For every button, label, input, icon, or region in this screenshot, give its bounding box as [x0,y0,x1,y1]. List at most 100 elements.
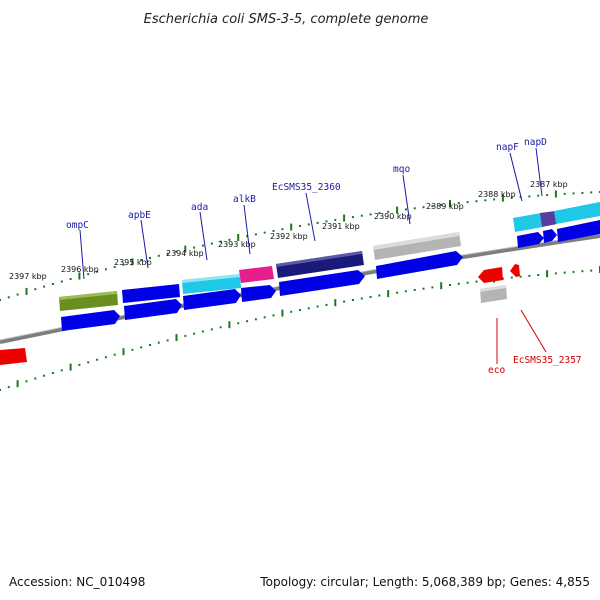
scale-tick [493,198,496,201]
scale-tick [501,277,504,280]
tick-label: 2388 kbp [478,190,516,199]
scale-tick [175,334,178,342]
scale-tick [325,303,328,306]
scale-tick [87,361,90,364]
tick-label: 2392 kbp [270,232,308,241]
scale-tick [237,234,240,241]
scale-tick [201,330,204,333]
ompC-gene[interactable] [61,310,120,331]
napD-feature[interactable] [540,211,557,227]
scale-tick [96,270,99,273]
left-reverse-gene[interactable] [0,348,27,365]
scale-tick [528,195,531,198]
scale-tick [369,213,372,216]
scale-tick [449,284,451,286]
scale-tick [281,228,284,231]
scale-tick [572,270,575,273]
scale-tick [272,229,275,232]
scale-tick [396,206,399,214]
tick-label: 2393 kbp [218,240,256,249]
map-title: Escherichia coli SMS-3-5, complete genom… [144,12,429,27]
napF-feature[interactable] [513,213,543,232]
gene-label-EcSMS35_2357[interactable]: EcSMS35_2357 [513,355,582,366]
scale-tick [387,210,390,213]
scale-tick [457,282,460,285]
gene-label-mqo[interactable]: mqo [393,164,410,175]
scale-tick [334,299,337,307]
scale-tick [299,309,301,311]
scale-tick [581,270,584,273]
scale-tick [219,326,222,329]
scale-tick [149,257,151,259]
scale-tick [307,223,310,226]
scale-tick [16,380,19,388]
gene-labels: ompC apbE ada alkB EcSMS35_2360 mqo napF… [66,137,582,376]
scale-tick [449,200,451,207]
scale-tick [0,299,1,301]
alkB-feature[interactable] [239,266,274,283]
scale-tick [60,369,63,372]
ada-gene[interactable] [183,289,241,310]
scale-tick [572,192,575,195]
scale-tick [343,214,346,222]
gene-label-apbE[interactable]: apbE [128,210,151,221]
forward-gene-arrows [61,220,600,331]
scale-tick [131,258,134,266]
EcSMS35_2360-feature[interactable] [276,251,364,278]
scale-tick [413,207,416,210]
scale-tick [237,322,240,325]
gene-label-napD[interactable]: napD [524,137,547,148]
scale-tick [43,285,46,288]
apbE-gene[interactable] [124,299,182,320]
scale-tick [184,334,187,337]
scale-tick [360,214,363,217]
scale-tick [78,272,81,280]
scale-tick [175,250,178,253]
EcSMS35_2360-gene[interactable] [279,270,365,296]
scale-tick [113,266,116,268]
scale-tick [387,290,390,298]
napD-gene[interactable] [543,229,557,243]
mqo-gene[interactable] [376,251,463,279]
scale-tick [51,372,54,374]
scale-tick [122,348,125,356]
scale-tick [254,318,257,321]
scale-tick [290,310,293,313]
feature-annotation-row [59,202,600,311]
scale-tick [351,299,354,301]
scale-tick [343,300,346,303]
gene-label-napF[interactable]: napF [496,142,519,153]
scale-tick [440,204,443,206]
tick-label: 2391 kbp [322,222,360,231]
scale-tick [546,194,549,197]
scale-tick [43,374,46,377]
gene-label-EcSMS35_2360[interactable]: EcSMS35_2360 [272,182,341,193]
alkB-gene[interactable] [241,285,276,302]
scale-tick [590,269,593,272]
scale-tick [25,287,28,295]
scale-tick [466,201,469,204]
gene-label-alkB[interactable]: alkB [233,194,256,205]
EcSMS35_2357-gene[interactable] [510,264,520,277]
scale-tick [166,252,169,255]
apbE-feature[interactable] [122,284,180,303]
eco-gene[interactable] [478,267,503,283]
scale-tick [263,316,266,319]
scale-tick [210,242,213,245]
gene-label-ompC[interactable]: ompC [66,220,89,231]
scale-tick [466,281,469,284]
scale-tick [299,225,301,227]
scale-tick [325,220,328,223]
scale-tick [378,212,381,215]
scale-tick [16,293,19,296]
napF-gene[interactable] [517,232,544,248]
tick-label: 2387 kbp [530,180,568,189]
scale-tick [501,194,504,202]
scale-tick [413,289,416,291]
scale-tick [281,309,284,317]
scale-tick [307,307,310,310]
gene-label-ada[interactable]: ada [191,202,208,213]
scale-tick [193,332,196,335]
gene-label-eco[interactable]: eco [488,365,505,376]
